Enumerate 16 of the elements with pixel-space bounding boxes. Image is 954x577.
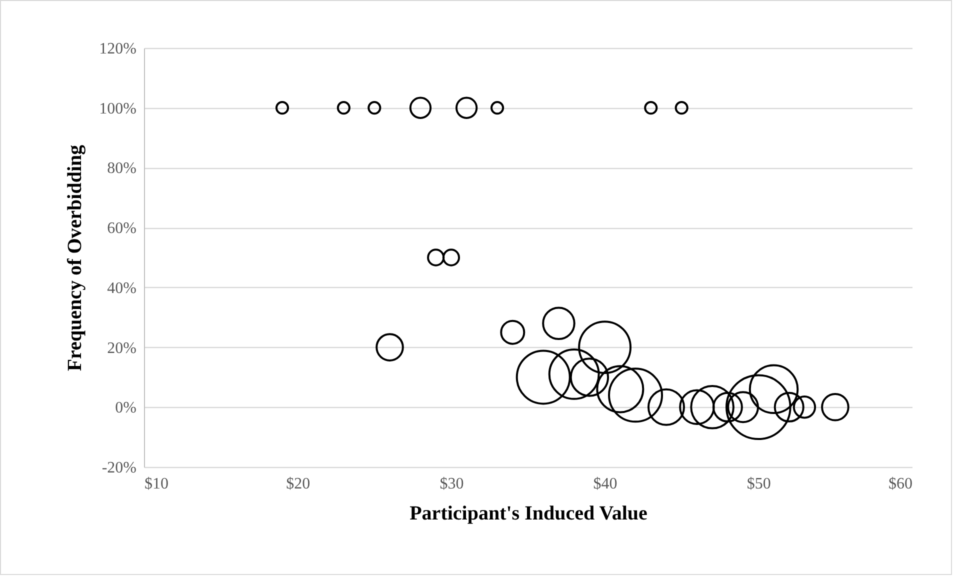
y-tick-label: 80%: [107, 160, 136, 178]
y-tick-label: 60%: [107, 220, 136, 238]
y-tick-label: 20%: [107, 340, 136, 357]
y-tick-label: 40%: [107, 280, 136, 297]
x-tick-label: $60: [888, 476, 912, 492]
y-tick-label: 120%: [99, 40, 136, 58]
y-tick-label: -20%: [102, 460, 136, 476]
x-tick-label: $50: [746, 476, 771, 492]
y-axis-title: Frequency of Overbidding: [64, 144, 86, 372]
x-axis-title: Participant's Induced Value: [410, 502, 648, 524]
x-tick-label: $20: [286, 476, 310, 492]
x-tick-label: $30: [440, 476, 464, 492]
y-tick-label: 100%: [99, 100, 136, 118]
y-tick-label: 0%: [115, 400, 136, 417]
x-tick-label: $10: [144, 476, 168, 492]
x-tick-label: $40: [593, 476, 618, 492]
